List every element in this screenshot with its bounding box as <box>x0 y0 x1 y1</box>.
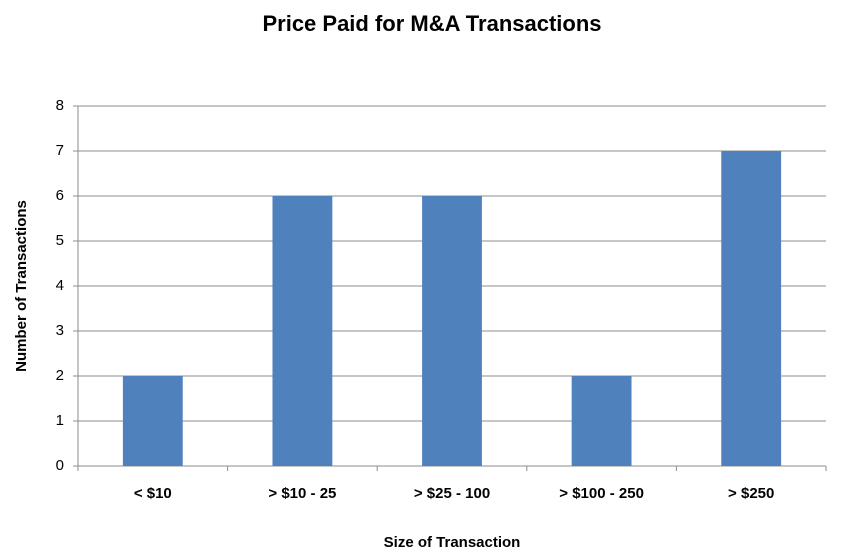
x-tick-label: < $10 <box>134 485 172 502</box>
y-tick-label: 0 <box>56 457 64 474</box>
x-axis-label: Size of Transaction <box>384 534 521 551</box>
bar <box>571 376 632 466</box>
y-tick-label: 1 <box>56 412 64 429</box>
y-tick-label: 7 <box>56 142 64 159</box>
y-axis-label: Number of Transactions <box>13 200 30 372</box>
bar <box>272 196 333 466</box>
bar <box>422 196 482 466</box>
x-tick-label: > $100 - 250 <box>559 485 644 502</box>
y-tick-label: 8 <box>56 97 64 114</box>
bar <box>721 151 782 466</box>
y-tick-label: 3 <box>56 322 64 339</box>
chart-title: Price Paid for M&A Transactions <box>262 11 601 36</box>
y-tick-label: 5 <box>56 232 64 249</box>
y-tick-label: 2 <box>56 367 64 384</box>
x-tick-label: > $25 - 100 <box>414 485 490 502</box>
y-tick-label: 6 <box>56 187 64 204</box>
bar <box>122 376 183 466</box>
x-tick-label: > $250 <box>728 485 774 502</box>
x-tick-label: > $10 - 25 <box>268 485 336 502</box>
y-tick-label: 4 <box>56 277 64 294</box>
